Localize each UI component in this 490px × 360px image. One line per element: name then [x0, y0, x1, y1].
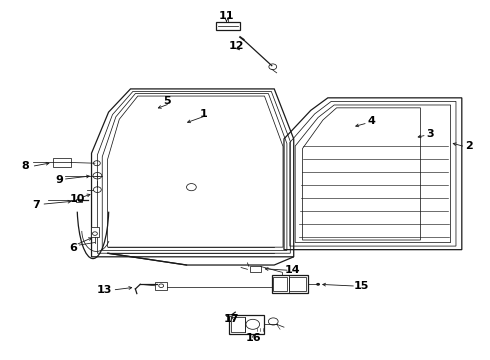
- Bar: [272, 275, 308, 293]
- Circle shape: [316, 283, 320, 286]
- Text: 17: 17: [223, 314, 239, 324]
- Text: 14: 14: [285, 265, 300, 275]
- Text: 12: 12: [228, 41, 244, 51]
- Text: 6: 6: [70, 243, 77, 253]
- Bar: [289, 277, 306, 292]
- Bar: [273, 277, 287, 292]
- Bar: [76, 199, 82, 202]
- Text: 9: 9: [55, 175, 63, 185]
- Text: 7: 7: [33, 200, 40, 210]
- Bar: [91, 227, 99, 237]
- Text: 16: 16: [246, 333, 262, 343]
- Bar: [52, 158, 71, 167]
- Text: 5: 5: [163, 96, 171, 107]
- Text: 11: 11: [219, 11, 234, 21]
- Text: 1: 1: [200, 109, 207, 119]
- Text: 4: 4: [368, 116, 376, 126]
- Text: 3: 3: [426, 129, 434, 139]
- Bar: [155, 282, 167, 290]
- Bar: [216, 22, 240, 30]
- Bar: [250, 266, 261, 272]
- Text: 8: 8: [21, 161, 28, 171]
- Text: 15: 15: [353, 282, 368, 292]
- Circle shape: [269, 64, 277, 69]
- Text: 13: 13: [97, 285, 112, 295]
- Bar: [226, 314, 232, 316]
- Text: 2: 2: [465, 141, 473, 151]
- Text: 10: 10: [69, 194, 85, 203]
- Bar: [229, 315, 264, 334]
- Bar: [231, 317, 245, 332]
